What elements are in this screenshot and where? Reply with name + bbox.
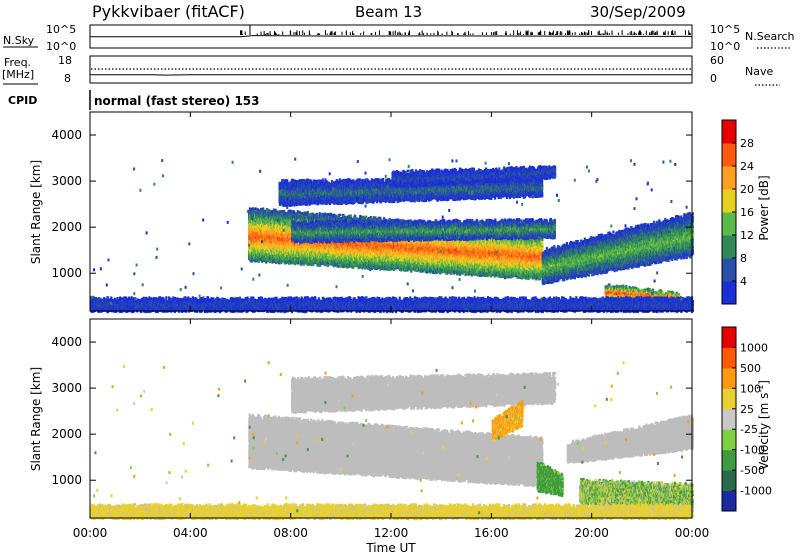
noise-series-line (90, 36, 692, 37)
nave-tick-low: 0 (710, 72, 717, 85)
freq-tick-low: 8 (64, 72, 71, 85)
noise-spikes (241, 25, 691, 35)
date-title: 30/Sep/2009 (590, 3, 686, 21)
nsearch-tick-low: 10^0 (710, 40, 740, 53)
beam-title: Beam 13 (355, 3, 422, 21)
heatmap-cell (262, 207, 264, 210)
station-title: Pykkvibaer (fitACF) (92, 2, 245, 21)
power-heatmap (90, 158, 694, 314)
nsky-tick-low: 10^0 (46, 40, 76, 53)
nave-tick-high: 60 (710, 54, 724, 67)
nsky-label: N.Sky (3, 34, 35, 47)
cpid-label: CPID (8, 94, 37, 107)
freq-tick-high: 18 (58, 54, 72, 67)
freq-strip-frame (90, 56, 692, 83)
heatmap-cell (255, 207, 257, 210)
cpid-value: normal (fast stereo) 153 (94, 94, 260, 108)
nsearch-label: N.Search (745, 30, 795, 43)
freq-strip: Freq. [MHz] 18 8 60 0 Nave (2, 54, 780, 85)
nsearch-tick-high: 10^5 (710, 23, 740, 36)
nave-label: Nave (745, 65, 773, 78)
nsky-tick-high: 10^5 (46, 23, 76, 36)
freq-unit-label: [MHz] (2, 68, 34, 81)
noise-strip: N.Sky 10^5 10^0 10^5 10^0 N.Search (3, 23, 795, 53)
